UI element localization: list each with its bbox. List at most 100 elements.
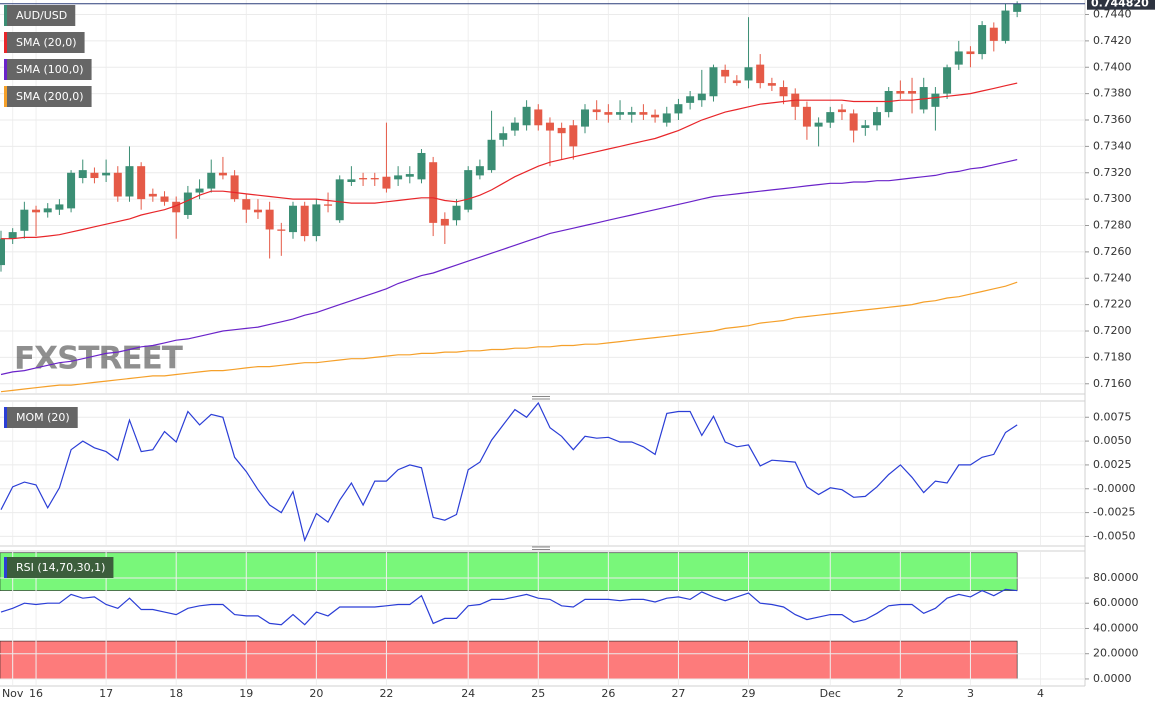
candle-body [651,114,660,118]
series-line [0,159,1018,376]
legend-item: RSI (14,70,30,1) [4,557,114,578]
y-tick-label: 0.7180 [1093,350,1132,363]
series-line [0,401,1018,543]
candle-body [0,238,5,266]
candle-body [744,67,753,81]
y-tick-label: 0.7420 [1093,34,1132,47]
candle-body [1001,10,1010,41]
x-tick-label: 19 [239,687,253,700]
legend-label: SMA (20,0) [16,36,77,49]
candle-body [896,90,905,94]
last-price-box [1087,0,1155,10]
candle-body [452,205,461,221]
candle-body [440,218,449,226]
legend-swatch [4,86,7,107]
candle-body [102,172,111,176]
legend-box [4,407,78,428]
candle-body [861,125,870,128]
candle-body [394,175,403,180]
candle-body [113,172,122,197]
legend-label: RSI (14,70,30,1) [16,561,105,574]
candle-body [732,80,741,84]
y-tick-label: 0.7380 [1093,87,1132,100]
candle-body [253,209,262,213]
candle-body [849,113,858,131]
candle-body [90,172,99,179]
x-tick-label: 24 [461,687,475,700]
candle-body [195,188,204,193]
candle-body [581,109,589,127]
y-tick-label: 0.0050 [1093,434,1132,447]
candle-body [943,67,952,94]
separator [0,0,1086,687]
legend-box [4,59,92,80]
candle-body [779,87,788,97]
candle-body [697,93,706,101]
candle-body [487,139,496,171]
candle-body [919,87,928,110]
candle-body [989,27,998,41]
candle-body [312,204,321,237]
layer-grid [0,0,1085,685]
layer-bands [0,552,1018,680]
candle-body [534,109,543,126]
y-tick-label: 20.0000 [1093,647,1139,660]
candle-body [557,127,566,134]
y-tick-label: 0.7220 [1093,298,1132,311]
candle-body [137,166,146,200]
legend-box [4,32,85,53]
y-tick-label: 0.7260 [1093,245,1132,258]
candle-body [277,229,286,231]
legend-swatch [4,59,7,80]
candle-body [160,196,169,202]
candle-body [545,122,554,131]
candle-body [20,209,29,231]
legend-label: SMA (100,0) [16,63,84,76]
legend-label: MOM (20) [16,411,70,424]
candle-body [405,174,414,177]
legend-swatch [4,32,7,53]
x-tick-label: 4 [1037,687,1044,700]
candle-body [148,193,157,197]
y-tick-label: 60.0000 [1093,596,1139,609]
x-tick-label: 3 [967,687,974,700]
legend-item: SMA (200,0) [4,86,92,107]
series-line [0,281,1018,393]
candle-body [67,172,76,209]
y-tick-label: 0.7200 [1093,324,1132,337]
candle-body [172,201,181,213]
legend-swatch [4,5,7,26]
candle-body [43,208,52,213]
candle-body [55,204,64,210]
last-price-label: 0.744820 [1091,0,1149,10]
candle-body [627,112,636,115]
band [0,640,1018,680]
candle-body [966,51,975,55]
y-tick-label: -0.0000 [1093,482,1135,495]
candle-body [686,96,695,103]
candle-body [767,83,776,86]
y-tick-label: 0.0075 [1093,410,1132,423]
x-tick-label: 16 [29,687,43,700]
legend-swatch [4,557,7,578]
y-tick-label: 0.0025 [1093,458,1132,471]
y-tick-label: -0.0025 [1093,506,1135,519]
y-tick-label: 0.7340 [1093,139,1132,152]
x-tick-label: 27 [671,687,685,700]
candle-body [417,152,426,180]
y-tick-label: 40.0000 [1093,621,1139,634]
candle-body [359,178,368,180]
candle-body [814,122,823,127]
candle-body [370,178,379,180]
candle-body [639,112,648,115]
candle-body [207,172,216,189]
candle-body [826,112,835,123]
candle-body [230,175,239,200]
y-tick-label: 0.7160 [1093,377,1132,390]
y-tick-label: 0.7360 [1093,113,1132,126]
series-line [1,82,1018,240]
candle-body [569,125,578,147]
candle-body [837,109,846,113]
candle-body [592,109,601,113]
legend-box [4,557,114,578]
